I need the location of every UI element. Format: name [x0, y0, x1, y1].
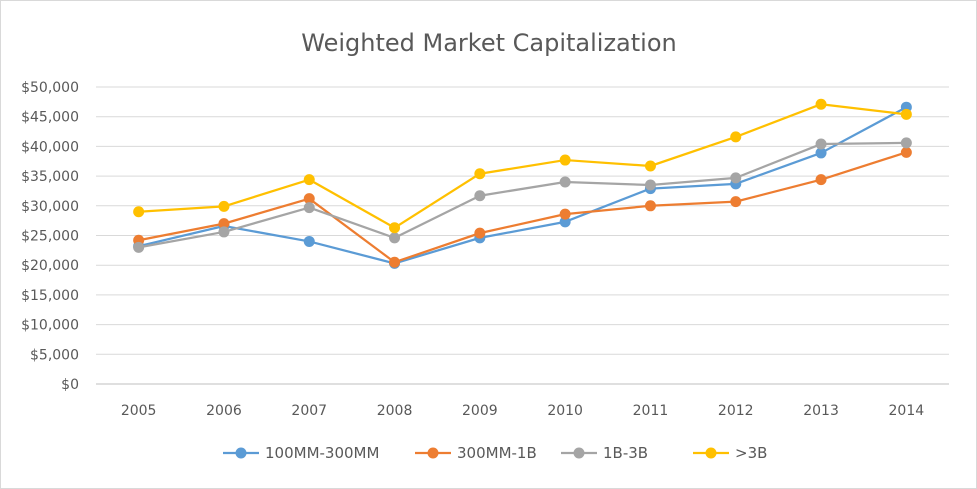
legend-marker-swatch [235, 447, 247, 459]
data-point [474, 168, 486, 180]
y-tick-label: $35,000 [21, 169, 79, 185]
x-tick-label: 2008 [377, 403, 413, 419]
x-tick-label: 2010 [547, 403, 583, 419]
data-point [644, 200, 656, 212]
y-tick-label: $10,000 [21, 318, 79, 334]
data-point [559, 154, 571, 166]
legend-marker-swatch [573, 447, 585, 459]
y-tick-label: $20,000 [21, 258, 79, 274]
legend-label: 100MM-300MM [265, 444, 379, 462]
legend-item: >3B [693, 444, 767, 462]
legend-item: 100MM-300MM [223, 444, 379, 462]
chart-title: Weighted Market Capitalization [301, 29, 676, 57]
y-tick-label: $5,000 [30, 347, 79, 363]
series-line [138, 103, 907, 229]
data-point [218, 200, 230, 212]
data-point [389, 222, 401, 234]
series-line [138, 141, 907, 249]
series-line [138, 106, 907, 265]
data-point [559, 176, 571, 188]
x-tick-label: 2007 [291, 403, 327, 419]
data-point [474, 190, 486, 202]
gridlines [96, 86, 949, 385]
x-tick-label: 2005 [121, 403, 157, 419]
x-tick-label: 2014 [889, 403, 925, 419]
data-point [303, 193, 315, 205]
legend-marker-swatch [427, 447, 439, 459]
data-point [303, 235, 315, 247]
x-tick-label: 2013 [803, 403, 839, 419]
data-point [644, 179, 656, 191]
data-point [303, 202, 315, 214]
data-point [815, 138, 827, 150]
data-point [389, 256, 401, 268]
data-point [900, 108, 912, 120]
legend-label: 300MM-1B [457, 444, 537, 462]
series-3 [133, 98, 912, 234]
legend-label: 1B-3B [603, 444, 648, 462]
data-point [815, 98, 827, 110]
y-tick-label: $30,000 [21, 199, 79, 215]
data-point [218, 218, 230, 230]
data-point [474, 227, 486, 239]
data-point [900, 146, 912, 158]
data-point [133, 241, 145, 253]
data-point [644, 160, 656, 172]
data-point [730, 196, 742, 208]
series-1 [133, 146, 912, 268]
y-tick-label: $15,000 [21, 288, 79, 304]
x-axis-tick-labels: 2005 2006 2007 2008 2009 2010 2011 2012 2013 2014 [121, 403, 924, 419]
y-tick-label: $40,000 [21, 139, 79, 155]
legend-item: 1B-3B [561, 444, 648, 462]
x-tick-label: 2011 [633, 403, 669, 419]
y-tick-label: $25,000 [21, 229, 79, 245]
series-line [138, 151, 907, 264]
y-tick-label: $50,000 [21, 80, 79, 96]
data-point [559, 208, 571, 220]
data-point [559, 216, 571, 228]
x-tick-label: 2012 [718, 403, 754, 419]
data-point [730, 172, 742, 184]
x-tick-label: 2009 [462, 403, 498, 419]
data-point [815, 174, 827, 186]
y-tick-label: $0 [61, 377, 79, 393]
y-tick-label: $45,000 [21, 110, 79, 126]
data-point [303, 174, 315, 186]
legend-marker-swatch [705, 447, 717, 459]
data-point [900, 137, 912, 149]
legend-label: >3B [735, 444, 767, 462]
data-point [730, 131, 742, 143]
data-point [389, 232, 401, 244]
legend-item: 300MM-1B [415, 444, 537, 462]
data-point [133, 206, 145, 218]
series-2 [133, 137, 912, 253]
x-tick-label: 2006 [206, 403, 242, 419]
y-axis-tick-labels: $0 $5,000 $10,000 $15,000 $20,000 $25,000 $30,… [21, 80, 79, 393]
data-point [815, 147, 827, 159]
legend: 100MM-300MM 300MM-1B 1B-3B >3B [223, 444, 767, 462]
data-point [218, 226, 230, 238]
series-lines [133, 98, 912, 269]
